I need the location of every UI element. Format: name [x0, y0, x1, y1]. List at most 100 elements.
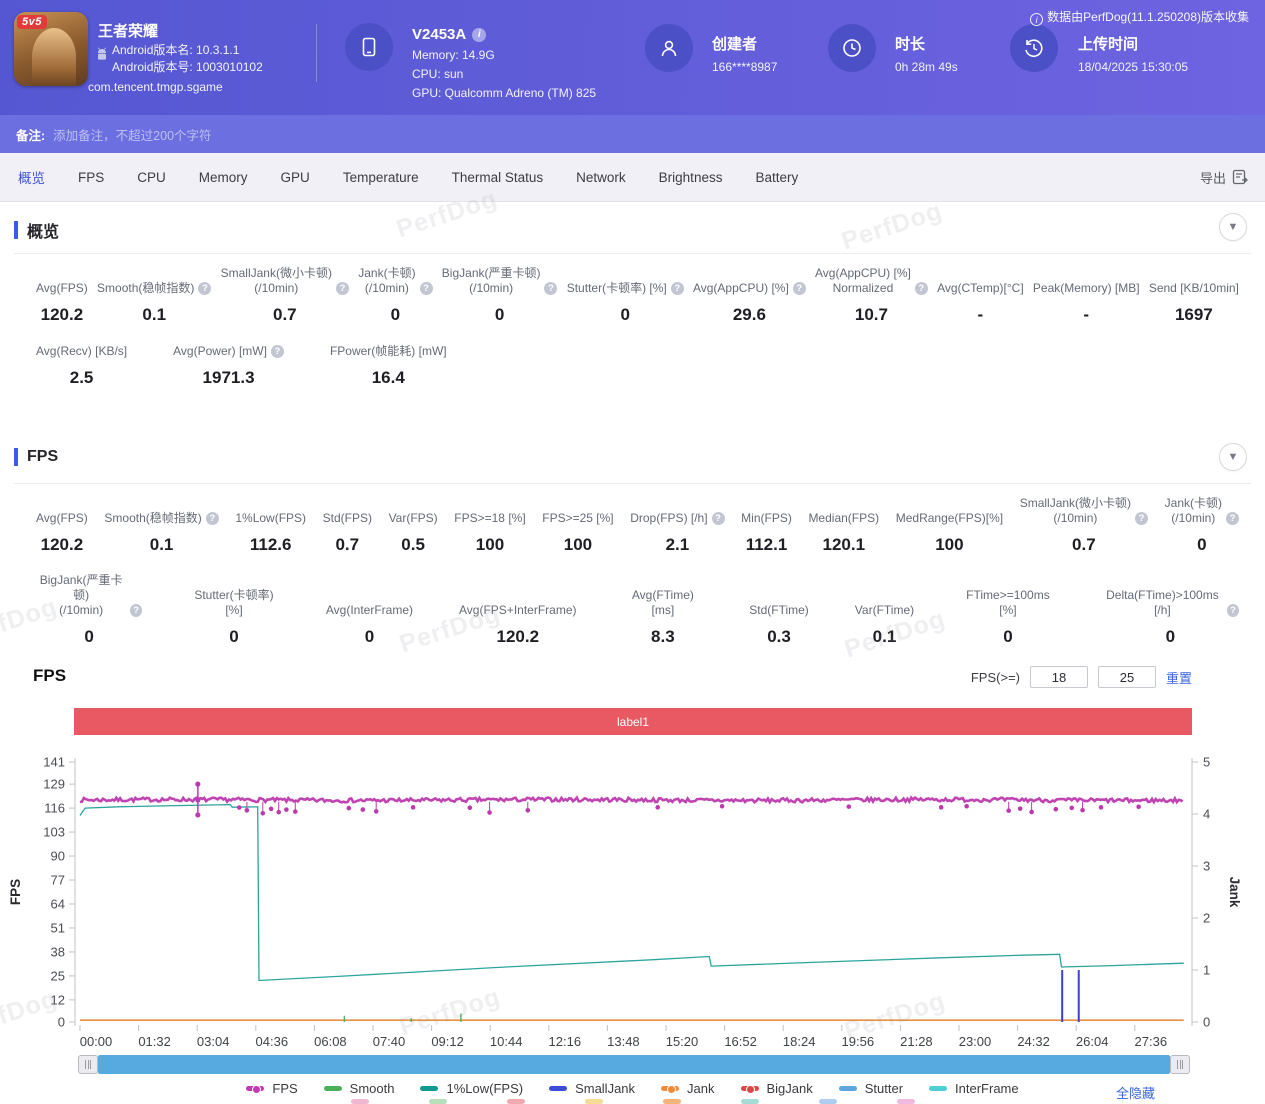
fps-chart[interactable]: 14112911610390776451382512054321000:0001…: [0, 740, 1265, 1085]
svg-text:12: 12: [51, 992, 65, 1007]
app-5v5-badge: 5v5: [17, 15, 47, 29]
help-icon[interactable]: ?: [198, 282, 211, 295]
tab-Thermal Status[interactable]: Thermal Status: [452, 170, 544, 185]
watermark: PerfDog: [838, 197, 946, 257]
chart-legend: FPS Smooth 1%Low(FPS) SmallJank Jank BigJank S…: [0, 1081, 1265, 1096]
svg-text:129: 129: [43, 777, 65, 792]
svg-text:15:20: 15:20: [666, 1034, 699, 1049]
svg-text:0: 0: [58, 1015, 65, 1030]
help-icon[interactable]: ?: [1135, 512, 1148, 525]
metric: FTime>=100ms [%]0: [960, 588, 1056, 647]
overview-collapse-button[interactable]: ▼: [1219, 213, 1247, 241]
metric: Stutter(卡顿率) [%]?0: [567, 280, 684, 325]
fps-threshold-low-input[interactable]: [1030, 666, 1088, 688]
reset-link[interactable]: 重置: [1166, 668, 1192, 687]
scrollbar-left-handle[interactable]: [78, 1055, 98, 1074]
creator-icon: [645, 24, 693, 72]
metric: Send [KB/10min]1697: [1149, 280, 1239, 325]
fps-collapse-button[interactable]: ▼: [1219, 443, 1247, 471]
help-icon[interactable]: ?: [130, 604, 142, 617]
legend-item-Stutter[interactable]: Stutter: [839, 1081, 903, 1096]
tab-GPU[interactable]: GPU: [281, 170, 310, 185]
legend-marker: [246, 1086, 264, 1091]
info-icon: i: [1030, 13, 1043, 26]
device-gpu: GPU: Qualcomm Adreno (TM) 825: [412, 86, 596, 100]
tab-FPS[interactable]: FPS: [78, 170, 104, 185]
duration-icon: [828, 24, 876, 72]
metric-value: 0.7: [273, 305, 297, 325]
svg-text:00:00: 00:00: [80, 1034, 113, 1049]
chart-scrollbar[interactable]: [78, 1055, 1190, 1074]
metric-value: 0.1: [142, 305, 166, 325]
tab-Temperature[interactable]: Temperature: [343, 170, 419, 185]
tab-Memory[interactable]: Memory: [199, 170, 248, 185]
metric-value: 0.7: [1072, 535, 1096, 555]
metric-value: 0: [1166, 627, 1175, 647]
remark-input[interactable]: 备注: 添加备注，不超过200个字符: [0, 115, 1265, 153]
upload-time-value: 18/04/2025 15:30:05: [1078, 60, 1188, 74]
help-icon[interactable]: ?: [206, 512, 219, 525]
tab-Network[interactable]: Network: [576, 170, 626, 185]
legend-marker: [839, 1086, 857, 1091]
help-icon[interactable]: ?: [271, 345, 284, 358]
creator-value: 166****8987: [712, 60, 777, 74]
svg-text:16:52: 16:52: [724, 1034, 757, 1049]
metric: FPower(帧能耗) [mW]16.4: [330, 343, 447, 388]
svg-text:04:36: 04:36: [256, 1034, 289, 1049]
fps-threshold-label: FPS(>=): [971, 670, 1020, 685]
remark-label: 备注:: [16, 125, 45, 144]
metric-value: 120.2: [41, 305, 84, 325]
creator-label: 创建者: [712, 33, 757, 54]
data-source-note: i数据由PerfDog(11.1.250208)版本收集: [1030, 8, 1249, 26]
metric-value: 16.4: [372, 368, 405, 388]
metric-value: -: [978, 305, 984, 325]
metric: Std(FPS)0.7: [323, 510, 372, 555]
tab-Battery[interactable]: Battery: [755, 170, 798, 185]
app-package: com.tencent.tmgp.sgame: [88, 80, 223, 94]
help-icon[interactable]: ?: [1226, 512, 1239, 525]
help-icon[interactable]: ?: [336, 282, 349, 295]
metric-value: 0: [1197, 535, 1206, 555]
metric-value: 29.6: [733, 305, 766, 325]
help-icon[interactable]: ?: [544, 282, 557, 295]
android-icon: [96, 47, 108, 61]
svg-text:06:08: 06:08: [314, 1034, 347, 1049]
help-icon[interactable]: ?: [671, 282, 684, 295]
fps-threshold-high-input[interactable]: [1098, 666, 1156, 688]
scrollbar-right-handle[interactable]: [1170, 1055, 1190, 1074]
legend-item-Smooth[interactable]: Smooth: [324, 1081, 395, 1096]
export-icon: [1232, 169, 1249, 185]
metric: Avg(FPS)120.2: [36, 510, 88, 555]
legend-item-SmallJank[interactable]: SmallJank: [549, 1081, 635, 1096]
tab-Brightness[interactable]: Brightness: [659, 170, 723, 185]
metric: Std(FTime)0.3: [749, 602, 809, 647]
metric: Avg(AppCPU) [%]?29.6: [693, 280, 806, 325]
device-info-icon[interactable]: i: [472, 28, 486, 42]
device-model: V2453Ai: [412, 26, 486, 43]
metric: Var(FTime)0.1: [855, 602, 914, 647]
help-icon[interactable]: ?: [712, 512, 725, 525]
help-icon[interactable]: ?: [420, 282, 433, 295]
scrollbar-track[interactable]: [98, 1055, 1170, 1074]
legend-item-BigJank[interactable]: BigJank: [741, 1081, 813, 1096]
tab-概览[interactable]: 概览: [18, 167, 45, 187]
metric-value: 112.1: [746, 535, 788, 555]
svg-text:26:04: 26:04: [1076, 1034, 1109, 1049]
legend-item-InterFrame[interactable]: InterFrame: [929, 1081, 1019, 1096]
upload-time-label: 上传时间: [1078, 33, 1138, 54]
legend-item-Jank[interactable]: Jank: [661, 1081, 714, 1096]
metric-value: 1697: [1175, 305, 1213, 325]
svg-text:90: 90: [51, 849, 65, 864]
help-icon[interactable]: ?: [793, 282, 806, 295]
help-icon[interactable]: ?: [1227, 604, 1239, 617]
svg-text:38: 38: [51, 944, 65, 959]
legend-item-FPS[interactable]: FPS: [246, 1081, 297, 1096]
help-icon[interactable]: ?: [915, 282, 928, 295]
metric-value: 8.3: [651, 627, 675, 647]
remark-placeholder: 添加备注，不超过200个字符: [53, 125, 211, 144]
tab-CPU[interactable]: CPU: [137, 170, 166, 185]
export-button[interactable]: 导出: [1200, 168, 1249, 187]
legend-item-1%Low(FPS)[interactable]: 1%Low(FPS): [420, 1081, 523, 1096]
metric: Avg(CTemp)[°C]-: [937, 280, 1024, 325]
metric-value: 2.1: [666, 535, 690, 555]
